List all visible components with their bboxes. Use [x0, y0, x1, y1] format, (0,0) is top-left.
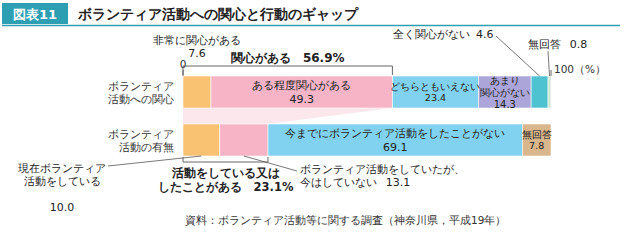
leader-line — [548, 51, 550, 76]
annotation-line: したことがある 23.1% — [158, 180, 294, 194]
data-label: 23.4 — [425, 92, 446, 103]
series-name-line: 非常に関心がある — [153, 34, 241, 47]
series-name: 今までにボランティア活動をしたことがない — [285, 127, 505, 140]
data-label: 7.6 — [188, 47, 206, 60]
category-label: ボランティア活動の有無 — [108, 128, 174, 154]
series-name-line: 今はしていない — [300, 176, 377, 189]
data-label: 7.8 — [529, 140, 544, 151]
series-name-line: あまり — [490, 75, 520, 86]
data-label: 14.3 — [494, 99, 516, 110]
series-name: ある程度関心がある — [252, 79, 351, 92]
series-name-line: ボランティア活動をしていたが、 — [300, 163, 465, 176]
series-name-line: 現在ボランティア — [18, 162, 106, 175]
bracket — [183, 157, 268, 162]
chart: 図表11ボランティア活動への関心と行動のギャップボランティア活動への関心ボランテ… — [0, 0, 624, 232]
bar-segment — [220, 124, 268, 156]
bracket — [183, 66, 392, 75]
category-label: ボランティア活動への関心 — [108, 80, 174, 106]
tick-label: 100（%） — [554, 63, 606, 75]
data-label: 13.1 — [386, 176, 411, 189]
data-label: 4.6 — [476, 28, 494, 41]
figure-label: 図表11 — [13, 7, 57, 22]
series-name-line: 今までにボランティア活動をしたことがない — [285, 127, 505, 140]
connection-band — [183, 108, 392, 124]
bar-segment — [183, 76, 211, 108]
category-label-line: 活動への関心 — [108, 93, 174, 106]
data-labels: 非常に関心がある7.6 ある程度関心がある49.3 どちらともいえない23.4 あまり… — [18, 28, 587, 214]
category-label-line: ボランティア — [108, 128, 174, 141]
title: ボランティア活動への関心と行動のギャップ — [77, 6, 359, 22]
series-name: 非常に関心がある — [153, 34, 241, 47]
bar-segment — [531, 76, 548, 108]
series-name-line: 全く関心がない — [393, 28, 470, 41]
series-name: ボランティア活動をしていたが、今はしていない — [300, 163, 465, 189]
annotation-line: 関心がある 56.9% — [231, 51, 345, 65]
title-rule — [2, 25, 620, 27]
bar-segment — [183, 124, 220, 156]
annotation: 活動をしている又はしたことがある 23.1% — [158, 166, 294, 194]
data-label: 69.1 — [383, 141, 408, 154]
bar-segment — [522, 124, 551, 156]
series-name-line: 無回答 — [522, 129, 552, 140]
annotation-line: 活動をしている又は — [171, 166, 280, 180]
bar-segment — [211, 76, 392, 108]
category-label-line: ボランティア — [108, 80, 174, 93]
series-name-line: 無回答 — [528, 38, 561, 51]
series-name: 現在ボランティア活動をしている — [18, 162, 106, 188]
bars — [183, 76, 551, 156]
source: 資料：ボランティア活動等に関する調査（神奈川県，平成19年） — [185, 214, 506, 227]
data-label: 10.0 — [50, 201, 75, 214]
series-name: 無回答 — [522, 129, 552, 140]
series-name-line: 関心がない — [480, 87, 530, 98]
series-name-line: どちらともいえない — [390, 81, 480, 92]
leader-line — [108, 156, 201, 166]
annotation: 関心がある 56.9% — [231, 51, 345, 65]
series-name-line: ある程度関心がある — [252, 79, 351, 92]
series-name: 全く関心がない — [393, 28, 470, 41]
series-name: どちらともいえない — [390, 81, 480, 92]
bar-segment — [268, 124, 522, 156]
data-label: 0.8 — [570, 38, 588, 51]
category-label-line: 活動の有無 — [119, 141, 174, 154]
title-badge — [2, 3, 68, 24]
bar-segment — [548, 76, 551, 108]
tick — [551, 70, 552, 76]
data-label: 49.3 — [289, 93, 314, 106]
series-name: あまり関心がない — [480, 75, 530, 98]
series-name-line: 活動をしている — [24, 175, 101, 188]
series-name: 無回答 — [528, 38, 561, 51]
